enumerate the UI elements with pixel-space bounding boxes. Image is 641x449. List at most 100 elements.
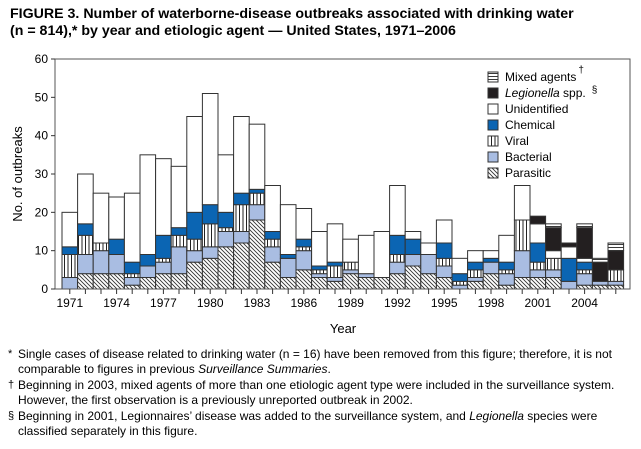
legend-swatch bbox=[487, 151, 499, 163]
bar-segment-parasitic-1985 bbox=[279, 277, 297, 290]
legend-footnote-mark: § bbox=[592, 85, 598, 96]
bar-segment-chemical-1983 bbox=[248, 188, 266, 194]
bar-segment-chemical-1995 bbox=[435, 242, 453, 259]
stacked-bar-chart: 0 10 20 30 40 50 60 1971 1974 1977 1980 1983 1986 198… bbox=[10, 52, 631, 336]
bar-segment-viral-1973 bbox=[92, 242, 110, 252]
bar-segment-chemical-1993 bbox=[404, 238, 422, 256]
bar-segment-bacterial-1996 bbox=[451, 284, 469, 290]
bar-segment-parasitic-1986 bbox=[295, 269, 313, 290]
bar-segment-parasitic-1995 bbox=[435, 277, 453, 290]
bar-segment-bacterial-1973 bbox=[92, 250, 110, 275]
bar-segment-viral-1978 bbox=[170, 234, 188, 248]
bar-segment-chemical-1975 bbox=[123, 261, 141, 275]
bar-segment-chemical-1982 bbox=[233, 192, 250, 206]
footnote-text: Beginning in 2003, mixed agents of more … bbox=[18, 378, 615, 407]
legend-swatch bbox=[487, 119, 499, 131]
bar-segment-bacterial-1999 bbox=[498, 273, 515, 286]
bar-segment-parasitic-1977 bbox=[155, 273, 172, 290]
bar-segment-viral-1989 bbox=[342, 261, 359, 271]
legend-label: Bacterial bbox=[505, 150, 552, 164]
bar-segment-viral-1979 bbox=[186, 238, 203, 252]
bar-segment-bacterial-1987 bbox=[311, 273, 328, 278]
bar-segment-unidentified-1975 bbox=[123, 192, 141, 263]
bar-segment-unidentified-1987 bbox=[311, 231, 328, 267]
x-tick-label: 1983 bbox=[244, 296, 271, 310]
bar-segment-unidentified-1997 bbox=[467, 250, 484, 263]
bar-segment-bacterial-1994 bbox=[420, 254, 437, 275]
bar-segment-unidentified-2002 bbox=[545, 250, 562, 259]
bar-segment-unidentified-1984 bbox=[264, 185, 281, 232]
bar-segment-unidentified-1980 bbox=[201, 93, 219, 206]
bar-segment-unidentified-1995 bbox=[435, 219, 453, 244]
bar-segment-parasitic-1981 bbox=[217, 246, 235, 290]
bar-segment-bacterial-1976 bbox=[139, 265, 157, 278]
footnote-text: Beginning in 2001, Legionnaires’ disease… bbox=[18, 409, 598, 438]
x-tick-label: 2004 bbox=[571, 296, 598, 310]
x-tick-label: 1971 bbox=[56, 296, 83, 310]
bar-segment-parasitic-1972 bbox=[77, 273, 94, 290]
bar-segment-chemical-1980 bbox=[201, 204, 219, 225]
bar-segment-viral-2000 bbox=[513, 219, 531, 252]
bar-segment-parasitic-2004 bbox=[576, 284, 593, 290]
bar-segment-bacterial-1983 bbox=[248, 204, 266, 221]
y-axis-label: No. of outbreaks bbox=[10, 126, 25, 222]
bar-segment-parasitic-1992 bbox=[389, 273, 406, 290]
bar-segment-chemical-2003 bbox=[560, 257, 578, 282]
legend: Mixed agents † Legionella spp. § Unidentifie… bbox=[487, 65, 598, 180]
bar-segment-bacterial-2005 bbox=[591, 280, 609, 286]
bar-segment-viral-1983 bbox=[248, 192, 266, 206]
legend-label: Chemical bbox=[505, 118, 555, 132]
bar-segment-bacterial-1977 bbox=[155, 261, 172, 275]
bar-segment-bacterial-1981 bbox=[217, 231, 235, 248]
bar-segment-chemical-1976 bbox=[139, 254, 157, 267]
bar-segment-parasitic-1989 bbox=[342, 273, 359, 290]
legend-swatch bbox=[487, 135, 499, 147]
bar-segment-bacterial-1995 bbox=[435, 265, 453, 278]
bar-segment-parasitic-1976 bbox=[139, 277, 157, 290]
bar-segment-parasitic-1978 bbox=[170, 273, 188, 290]
bar-segment-parasitic-1993 bbox=[404, 265, 422, 290]
bar-segment-legionella-2006 bbox=[607, 250, 625, 271]
bar-segment-viral-1975 bbox=[123, 273, 141, 278]
bar-segment-bacterial-1992 bbox=[389, 261, 406, 275]
bar-segment-bacterial-2006 bbox=[607, 280, 625, 286]
bar-segment-viral-1986 bbox=[295, 246, 313, 252]
bar-segment-chemical-1971 bbox=[61, 246, 79, 255]
bar-segment-mixed-2002 bbox=[545, 223, 562, 229]
x-tick-label: 1986 bbox=[290, 296, 317, 310]
bar-segment-parasitic-2001 bbox=[529, 277, 547, 290]
bar-segment-unidentified-2004 bbox=[576, 257, 593, 263]
y-tick-label: 50 bbox=[35, 90, 49, 104]
bar-segment-unidentified-1992 bbox=[389, 185, 406, 236]
bar-segment-bacterial-1971 bbox=[61, 277, 79, 290]
bar-segment-parasitic-2000 bbox=[513, 277, 531, 290]
bar-segment-unidentified-2000 bbox=[513, 185, 531, 221]
bar-segment-parasitic-1991 bbox=[373, 277, 391, 290]
bar-segment-legionella-2003 bbox=[560, 242, 578, 248]
bar-segment-unidentified-1981 bbox=[217, 154, 235, 213]
footnote-mark: † bbox=[8, 379, 15, 391]
bar-segment-viral-1972 bbox=[77, 234, 94, 255]
bar-segment-viral-1996 bbox=[451, 280, 469, 286]
bar-segment-chemical-1977 bbox=[155, 234, 172, 259]
bar-segment-chemical-2001 bbox=[529, 242, 547, 263]
bar-segment-unidentified-1998 bbox=[482, 250, 500, 259]
bar-segment-viral-1971 bbox=[61, 254, 79, 278]
bar-segment-unidentified-1971 bbox=[61, 211, 79, 248]
bar-segment-bacterial-1975 bbox=[123, 277, 141, 286]
bar-segment-unidentified-1976 bbox=[139, 154, 157, 255]
bar-segment-chemical-1992 bbox=[389, 234, 406, 255]
bar-segment-unidentified-1985 bbox=[279, 204, 297, 256]
bar-segment-bacterial-1989 bbox=[342, 269, 359, 275]
bar-segment-viral-2002 bbox=[545, 257, 562, 271]
bar-segment-viral-1999 bbox=[498, 269, 515, 275]
x-tick-label: 1995 bbox=[431, 296, 458, 310]
y-tick-label: 60 bbox=[35, 52, 49, 66]
bar-segment-bacterial-2001 bbox=[529, 269, 547, 279]
x-tick-label: 1974 bbox=[103, 296, 130, 310]
bar-segment-viral-1988 bbox=[326, 265, 344, 278]
bar-segment-mixed-2006 bbox=[607, 242, 625, 252]
legend-swatch bbox=[487, 167, 499, 179]
bar-segment-unidentified-2003 bbox=[560, 246, 578, 259]
bar-segment-chemical-1984 bbox=[264, 231, 281, 240]
